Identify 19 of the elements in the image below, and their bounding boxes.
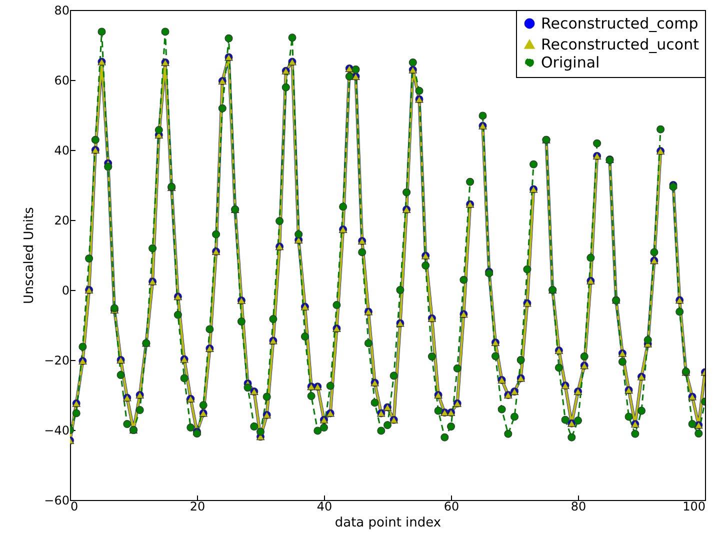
y-tick-label: 0: [62, 284, 70, 298]
x-tick-label: 60: [444, 500, 460, 514]
x-tick-label: 100: [682, 500, 706, 514]
legend-label: Original: [541, 54, 600, 72]
x-tick-label: 80: [570, 500, 586, 514]
y-tick-label: 40: [54, 144, 70, 158]
x-axis-title: data point index: [334, 516, 442, 530]
y-tick-label: −60: [44, 494, 70, 508]
y-tick-label: 80: [54, 4, 70, 18]
legend-label: Reconstructed_ucont: [541, 36, 700, 54]
y-tick-label: 20: [54, 214, 70, 228]
x-tick-label: 40: [316, 500, 332, 514]
legend-label: Reconstructed_comp: [541, 14, 698, 32]
x-tick-label: 0: [70, 500, 78, 514]
x-tick-label: 20: [190, 500, 206, 514]
y-tick-label: −20: [44, 354, 70, 368]
y-axis-title: Unscaled Units: [22, 206, 38, 304]
y-tick-label: −40: [44, 424, 70, 438]
y-tick-label: 60: [54, 74, 70, 88]
